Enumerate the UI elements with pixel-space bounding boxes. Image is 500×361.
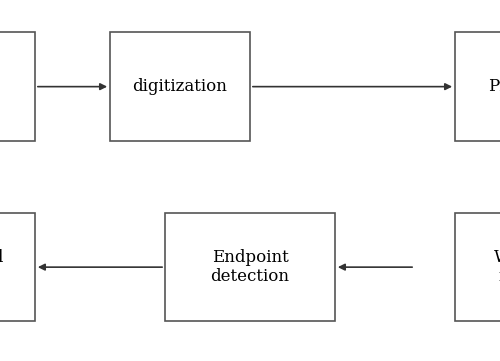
Bar [455, 213, 500, 321]
Bar [110, 32, 250, 141]
Text: Win
fra: Win fra [494, 249, 500, 286]
Bar [455, 32, 500, 141]
Text: Pre-e: Pre-e [488, 78, 500, 95]
Text: Endpoint
detection: Endpoint detection [210, 249, 290, 286]
Bar [0, 213, 35, 321]
Text: essed
h: essed h [0, 249, 4, 286]
Text: digitization: digitization [132, 78, 228, 95]
Bar [165, 213, 335, 321]
Bar [0, 32, 35, 141]
